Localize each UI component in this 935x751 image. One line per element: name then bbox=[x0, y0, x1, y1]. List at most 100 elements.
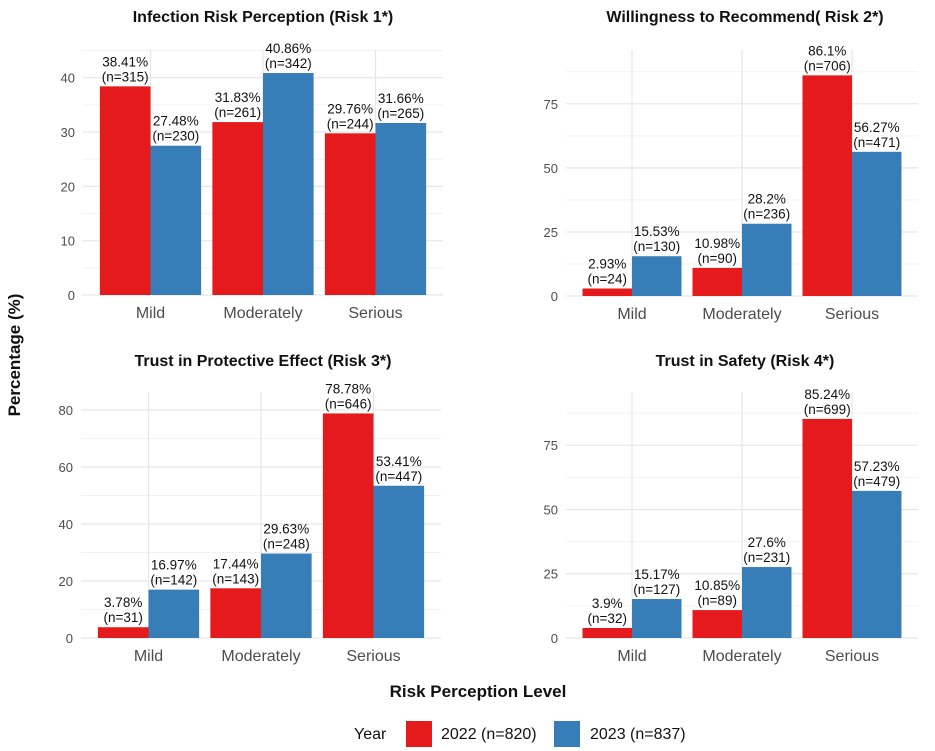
y-tick-label: 25 bbox=[544, 567, 558, 582]
legend-swatch-2023 bbox=[554, 721, 580, 747]
x-tick-label: Moderately bbox=[702, 648, 781, 665]
bar-2022-mild bbox=[582, 288, 632, 296]
panel-3: 0 20 40 60 80 Mild Moderately Serious 3.78%(n=31… bbox=[59, 353, 441, 665]
legend: Year 2022 (n=820) 2023 (n=837) bbox=[354, 721, 686, 747]
bar-count-label: (n=142) bbox=[150, 573, 197, 588]
bar-count-label: (n=706) bbox=[804, 58, 851, 73]
bar-percent-label: 28.2% bbox=[748, 192, 786, 207]
bar-percent-label: 85.24% bbox=[804, 387, 850, 402]
bar-2022-serious bbox=[802, 418, 852, 638]
bar-count-label: (n=32) bbox=[588, 611, 627, 626]
bar-percent-label: 3.9% bbox=[592, 596, 623, 611]
bar-2023-mild bbox=[632, 599, 682, 638]
bar-percent-label: 53.41% bbox=[376, 454, 422, 469]
bar-percent-label: 86.1% bbox=[808, 43, 846, 58]
x-tick-label: Moderately bbox=[223, 305, 302, 322]
bar-count-label: (n=342) bbox=[265, 56, 312, 71]
bar-2022-moderately bbox=[212, 122, 263, 295]
bar-count-label: (n=646) bbox=[325, 396, 372, 411]
bar-2023-serious bbox=[373, 485, 425, 638]
bar-percent-label: 15.53% bbox=[634, 224, 680, 239]
bar-percent-label: 38.41% bbox=[102, 54, 148, 69]
bar-2023-moderately bbox=[742, 567, 792, 638]
bar-percent-label: 16.97% bbox=[151, 558, 197, 573]
bar-2023-moderately bbox=[261, 553, 312, 638]
y-tick-label: 20 bbox=[61, 179, 75, 194]
y-tick-label: 80 bbox=[59, 403, 73, 418]
x-tick-label: Mild bbox=[136, 305, 165, 322]
y-tick-label: 50 bbox=[544, 502, 558, 517]
bar-2022-moderately bbox=[692, 267, 742, 296]
x-tick-label: Moderately bbox=[702, 306, 781, 323]
panel-title: Willingness to Recommend( Risk 2*) bbox=[606, 9, 883, 26]
bar-2022-moderately bbox=[210, 588, 261, 638]
panel-title: Trust in Safety (Risk 4*) bbox=[656, 353, 835, 370]
y-tick-label: 30 bbox=[61, 125, 75, 140]
y-tick-label: 10 bbox=[61, 234, 75, 249]
bar-percent-label: 3.78% bbox=[104, 595, 142, 610]
panel-title: Trust in Protective Effect (Risk 3*) bbox=[135, 353, 392, 370]
bar-percent-label: 56.27% bbox=[854, 120, 900, 135]
panel-2: 0 25 50 75 Mild Moderately Serious 2.93%(n=24) 1… bbox=[544, 9, 918, 323]
y-tick-label: 0 bbox=[66, 631, 73, 646]
panel-1: 0 10 20 30 40 Mild Moderately Serious 38.41% (n=3… bbox=[61, 9, 443, 322]
bar-percent-label: 15.17% bbox=[634, 567, 680, 582]
bar-percent-label: 29.76% bbox=[327, 101, 373, 116]
bar-count-label: (n=230) bbox=[152, 129, 199, 144]
x-axis-title: Risk Perception Level bbox=[390, 682, 567, 701]
bar-count-label: (n=231) bbox=[743, 550, 790, 565]
x-tick-label: Serious bbox=[825, 306, 879, 323]
bar-count-label: (n=471) bbox=[853, 135, 900, 150]
bar-count-label: (n=261) bbox=[214, 105, 261, 120]
bar-2022-mild bbox=[99, 86, 151, 295]
bar-2022-serious bbox=[324, 133, 376, 295]
y-tick-label: 75 bbox=[544, 438, 558, 453]
bar-count-label: (n=699) bbox=[804, 402, 851, 417]
y-axis-title: Percentage (%) bbox=[5, 294, 24, 417]
panel-title: Infection Risk Perception (Risk 1*) bbox=[133, 9, 394, 26]
x-tick-label: Mild bbox=[134, 648, 163, 665]
x-tick-label: Moderately bbox=[221, 648, 300, 665]
bar-count-label: (n=143) bbox=[212, 571, 259, 586]
y-tick-label: 0 bbox=[551, 289, 558, 304]
bar-2023-mild bbox=[148, 589, 200, 638]
legend-swatch-2022 bbox=[406, 721, 432, 747]
y-tick-label: 60 bbox=[59, 460, 73, 475]
legend-title: Year bbox=[354, 726, 387, 743]
bar-count-label: (n=236) bbox=[743, 207, 790, 222]
bar-count-label: (n=479) bbox=[853, 474, 900, 489]
bar-percent-label: 40.86% bbox=[265, 41, 311, 56]
y-tick-label: 25 bbox=[544, 225, 558, 240]
legend-label-2023: 2023 (n=837) bbox=[590, 726, 686, 743]
y-tick-label: 75 bbox=[544, 97, 558, 112]
bar-count-label: (n=24) bbox=[588, 271, 627, 286]
bar-2022-mild bbox=[582, 627, 632, 638]
y-tick-label: 50 bbox=[544, 161, 558, 176]
y-tick-label: 40 bbox=[61, 71, 75, 86]
bar-2023-mild bbox=[150, 145, 202, 295]
bar-percent-label: 17.44% bbox=[213, 556, 259, 571]
bar-percent-label: 31.66% bbox=[378, 91, 424, 106]
bar-count-label: (n=244) bbox=[327, 116, 374, 131]
x-tick-label: Serious bbox=[346, 648, 400, 665]
bar-count-label: (n=265) bbox=[377, 106, 424, 121]
bar-2022-moderately bbox=[692, 610, 742, 638]
y-tick-label: 40 bbox=[59, 517, 73, 532]
bar-percent-label: 57.23% bbox=[854, 459, 900, 474]
bar-2023-serious bbox=[852, 490, 902, 638]
bar-percent-label: 78.78% bbox=[325, 381, 371, 396]
y-tick-label: 20 bbox=[59, 574, 73, 589]
bar-count-label: (n=248) bbox=[263, 537, 310, 552]
y-tick-label: 0 bbox=[68, 288, 75, 303]
bar-percent-label: 29.63% bbox=[263, 522, 309, 537]
panel-4: 0 25 50 75 Mild Moderately Serious 3.9%(n=32) 10… bbox=[544, 353, 918, 665]
bar-2023-mild bbox=[632, 256, 682, 296]
x-tick-label: Serious bbox=[348, 305, 402, 322]
bar-2023-serious bbox=[852, 151, 902, 296]
y-tick-label: 0 bbox=[551, 631, 558, 646]
bar-count-label: (n=127) bbox=[633, 582, 680, 597]
x-tick-label: Mild bbox=[617, 306, 646, 323]
legend-label-2022: 2022 (n=820) bbox=[441, 726, 537, 743]
x-tick-label: Mild bbox=[617, 648, 646, 665]
